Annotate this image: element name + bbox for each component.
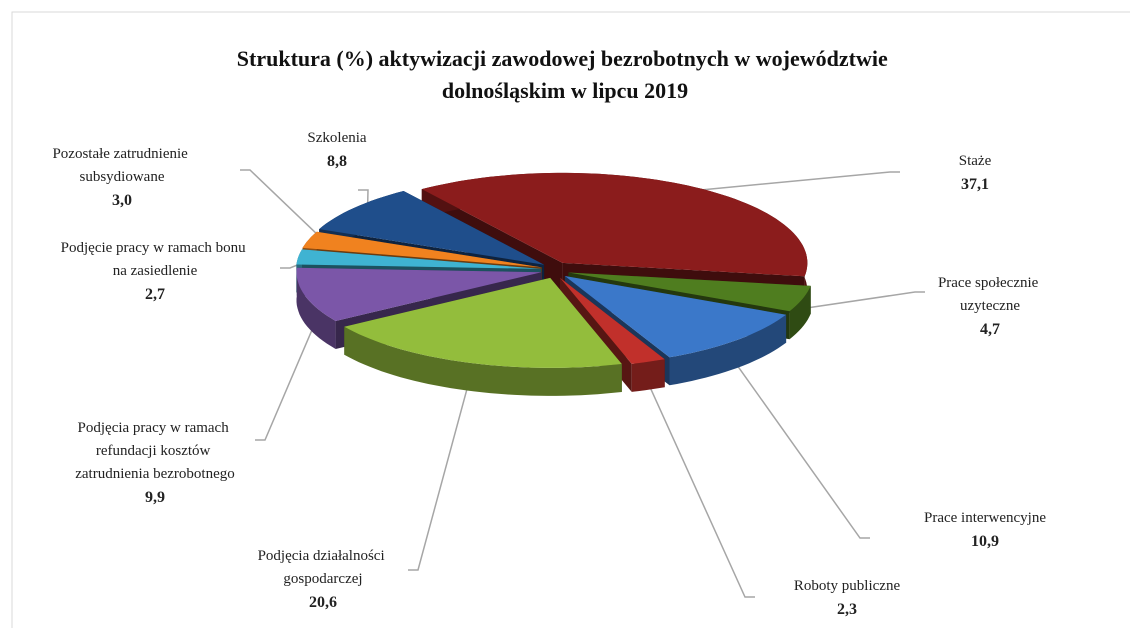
- slice: [560, 277, 665, 364]
- slice-label: Podjęcie pracy w ramach bonu na zasiedle…: [61, 240, 250, 279]
- slice-label: Prace interwencyjne: [924, 510, 1046, 526]
- slice: [302, 231, 542, 268]
- leader-line: [786, 291, 925, 312]
- leader-line: [255, 307, 323, 441]
- slice-label: Roboty publiczne: [794, 578, 901, 594]
- slice-side: [344, 326, 622, 396]
- slice-label: Podjęcia pracy w ramach refundacji koszt…: [75, 420, 235, 482]
- slice-label: Pozostałe zatrudnienie subsydiowane: [52, 146, 191, 185]
- leader-line: [240, 169, 326, 243]
- slice-side: [669, 314, 787, 386]
- slice-label: Staże: [959, 153, 992, 169]
- slice-value: 4,7: [980, 321, 1000, 338]
- slice-value: 3,0: [112, 192, 132, 209]
- slice: [568, 272, 811, 312]
- slice-label: Prace społecznie uzyteczne: [938, 275, 1042, 314]
- slice-value: 2,3: [837, 601, 857, 618]
- slice-label: Podjęcia działalności gospodarczej: [258, 548, 389, 587]
- chart-title: Struktura (%) aktywizacji zawodowej bezr…: [237, 46, 893, 103]
- slice-value: 20,6: [309, 594, 337, 611]
- slice: [344, 277, 622, 368]
- slice: [296, 267, 542, 321]
- slice-value: 9,9: [145, 489, 165, 506]
- slice-value: 37,1: [961, 176, 989, 193]
- slice: [564, 276, 787, 358]
- leader-line: [725, 348, 870, 539]
- slice: [421, 172, 808, 277]
- leader-line: [641, 369, 755, 598]
- slice-side: [789, 285, 811, 340]
- leader-line: [682, 171, 900, 193]
- slice-value: 8,8: [327, 153, 347, 170]
- slice-side: [631, 359, 665, 392]
- slice-value: 10,9: [971, 533, 999, 550]
- slice-side: [296, 267, 336, 349]
- slice: [319, 191, 545, 265]
- slice: [296, 249, 542, 269]
- chart-frame: [11, 11, 1130, 628]
- leader-line: [408, 370, 473, 571]
- slice-value: 2,7: [145, 286, 165, 303]
- slice-label: Szkolenia: [307, 130, 366, 146]
